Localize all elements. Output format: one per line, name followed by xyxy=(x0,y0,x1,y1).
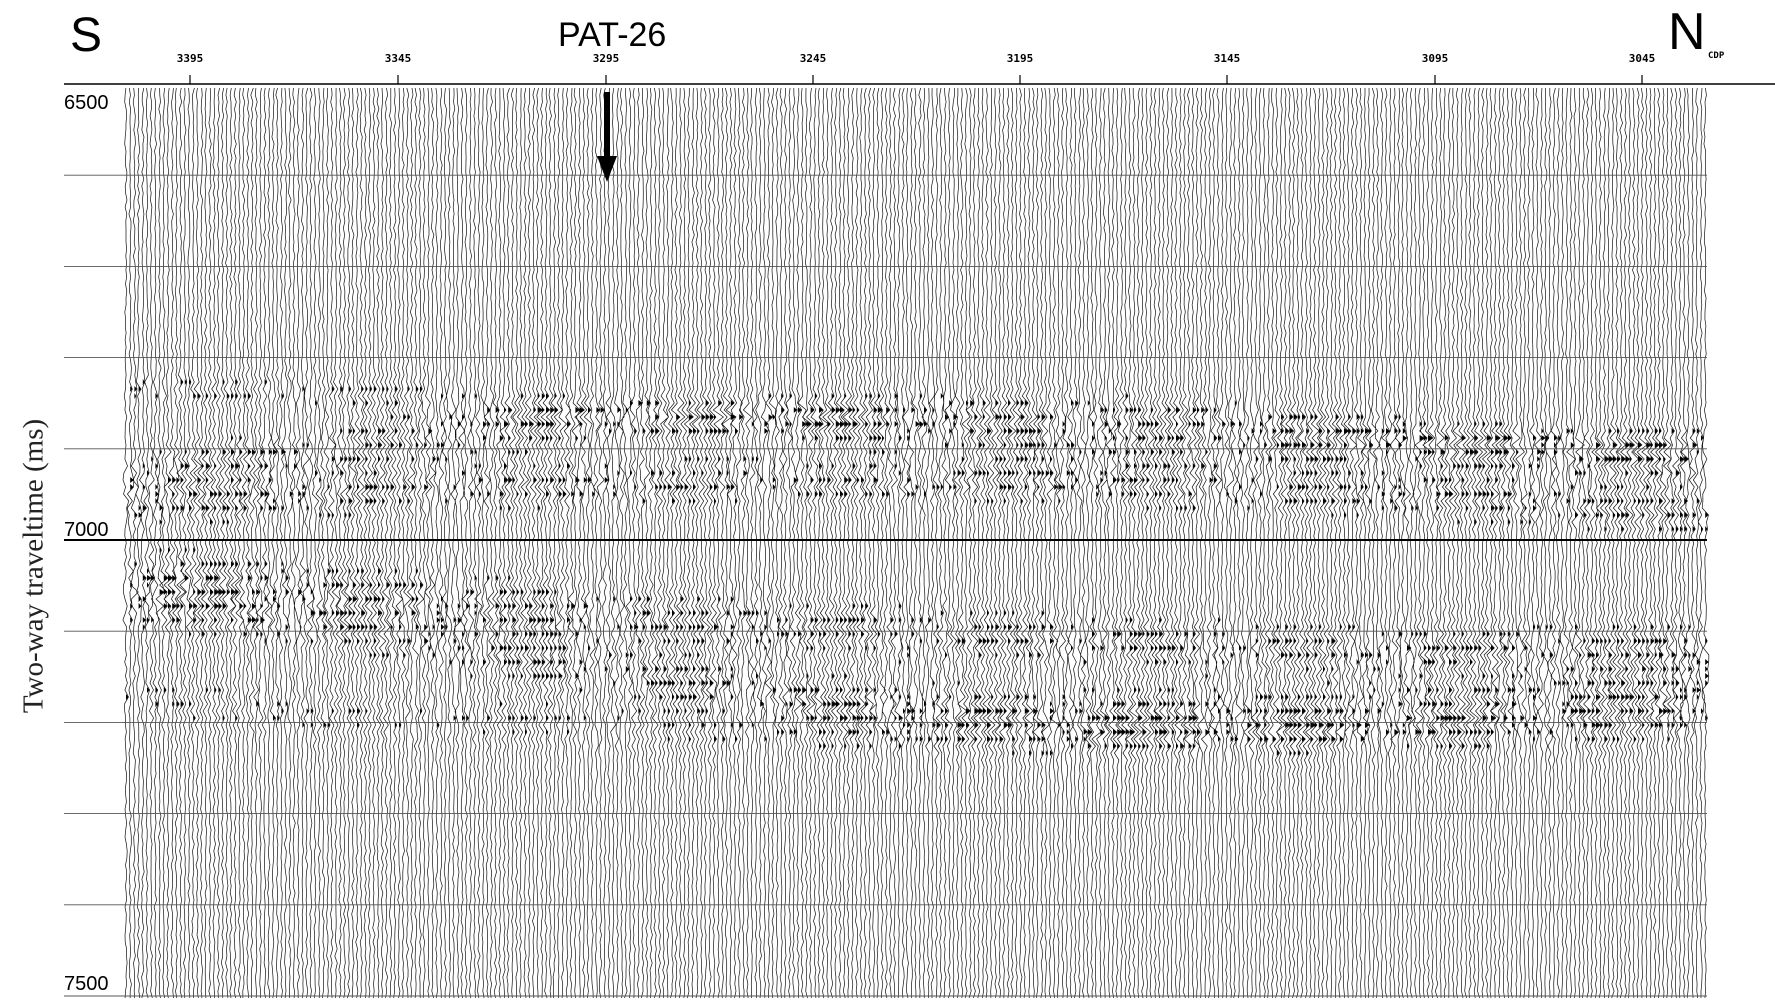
time-label-7000: 7000 xyxy=(64,519,109,541)
wiggle-traces xyxy=(122,87,1710,999)
well-label: PAT-26 xyxy=(558,16,667,54)
north-direction-label: N xyxy=(1668,3,1706,61)
cdp-tick-label: 3295 xyxy=(592,52,620,65)
cdp-tick-label: 3345 xyxy=(384,52,412,65)
cdp-tick-label: 3395 xyxy=(176,52,204,65)
y-axis-title: Two-way traveltime (ms) xyxy=(17,418,50,714)
time-label-6500: 6500 xyxy=(64,92,109,114)
well-arrow xyxy=(597,92,617,182)
cdp-axis xyxy=(64,75,1775,85)
cdp-tick-label: 3095 xyxy=(1421,52,1449,65)
cdp-tick-label: 3045 xyxy=(1628,52,1656,65)
cdp-tick-label: 3245 xyxy=(799,52,827,65)
south-direction-label: S xyxy=(70,9,103,62)
time-gridlines xyxy=(64,83,1707,997)
cdp-tick-label: 3195 xyxy=(1006,52,1034,65)
cdp-axis-label: CDP xyxy=(1708,51,1725,61)
time-label-7500: 7500 xyxy=(64,973,109,995)
cdp-tick-label: 3145 xyxy=(1213,52,1241,65)
seismic-traces xyxy=(122,87,1710,999)
